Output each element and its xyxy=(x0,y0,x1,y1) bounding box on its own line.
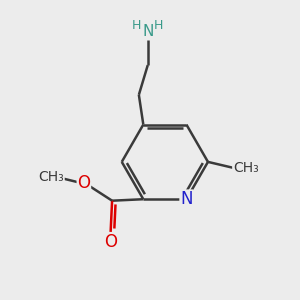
Text: CH₃: CH₃ xyxy=(38,170,64,184)
Text: H: H xyxy=(154,19,163,32)
Text: O: O xyxy=(104,233,117,251)
Text: N: N xyxy=(142,24,154,39)
Text: N: N xyxy=(180,190,193,208)
Text: H: H xyxy=(132,19,141,32)
Text: O: O xyxy=(77,174,90,192)
Text: CH₃: CH₃ xyxy=(233,161,259,175)
